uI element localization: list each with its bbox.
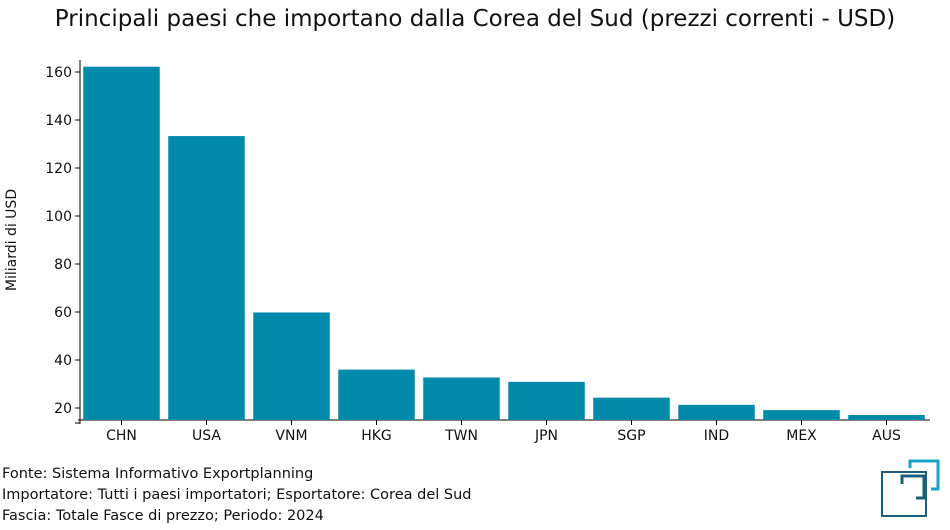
exportplanning-logo-icon [881, 459, 940, 517]
y-axis: 20 40 60 80 100 120 140 160 [45, 60, 81, 424]
logo-frame [881, 471, 927, 517]
y-axis-label: Miliardi di USD [4, 189, 20, 291]
y-tick-label: 20 [54, 401, 72, 417]
bar-chn [83, 66, 160, 420]
bar-usa [168, 136, 245, 420]
bar-aus [848, 414, 925, 420]
bar-hkg [338, 369, 415, 420]
bar-chart: 20 40 60 80 100 120 140 160 CHN USA VNM HKG TWN JPN S… [4, 60, 930, 444]
chart-title: Principali paesi che importano dalla Cor… [54, 6, 896, 32]
y-tick-label: 80 [54, 257, 72, 273]
y-tick-label: 60 [54, 305, 72, 321]
footer-importer-exporter: Importatore: Tutti i paesi importatori; … [2, 487, 472, 503]
bar-ind [678, 404, 755, 420]
x-axis: CHN USA VNM HKG TWN JPN SGP IND MEX AUS [78, 419, 930, 444]
bar-vnm [253, 312, 330, 420]
x-tick-label: MEX [786, 428, 817, 444]
y-tick-label: 40 [54, 353, 72, 369]
bar-sgp [593, 397, 670, 420]
y-tick-label: 120 [45, 161, 72, 177]
x-tick-label: VNM [275, 428, 307, 444]
source-footer: Fonte: Sistema Informativo Exportplannin… [2, 464, 471, 527]
x-tick-label: JPN [534, 428, 558, 444]
bar-jpn [508, 381, 585, 420]
x-tick-label: CHN [106, 428, 137, 444]
x-tick-label: AUS [872, 428, 901, 444]
bar-twn [423, 377, 500, 420]
y-tick-label: 160 [45, 65, 72, 81]
logo-arrow-accent [908, 459, 940, 491]
x-tick-label: IND [704, 428, 729, 444]
x-tick-label: TWN [444, 428, 478, 444]
x-tick-label: USA [192, 428, 221, 444]
x-tick-label: HKG [361, 428, 392, 444]
y-tick-label: 140 [45, 113, 72, 129]
x-tick-label: SGP [617, 428, 645, 444]
footer-source: Fonte: Sistema Informativo Exportplannin… [2, 466, 314, 482]
y-tick-label: 100 [45, 209, 72, 225]
logo-arrow [900, 474, 926, 500]
bar-mex [763, 410, 840, 420]
footer-price-period: Fascia: Totale Fasce di prezzo; Periodo:… [2, 508, 324, 524]
bars [83, 66, 925, 420]
